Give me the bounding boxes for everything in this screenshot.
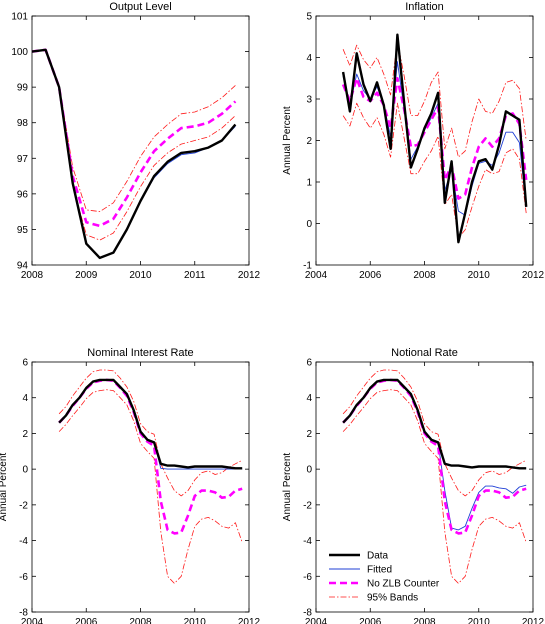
y-axis-label: Annual Percent (0, 453, 9, 522)
legend-label: No ZLB Counter (367, 579, 440, 590)
series-line-data-0 (32, 48, 237, 260)
y-tick-label: -6 (303, 572, 312, 583)
y-tick-label: 2 (22, 429, 28, 440)
y-tick-label: -6 (19, 572, 28, 583)
y-tick-label: 2 (306, 429, 312, 440)
legend-label: Data (367, 551, 389, 562)
series-line-data-0 (341, 33, 528, 244)
series-line-fitted-1 (32, 49, 236, 259)
y-tick-label: 4 (306, 53, 312, 64)
y-tick-label: 1 (306, 178, 312, 189)
x-tick-label: 2008 (413, 270, 436, 281)
x-tick-label: 2006 (359, 270, 382, 281)
y-tick-label: 2 (306, 136, 312, 147)
y-tick-label: 4 (22, 393, 28, 404)
y-tick-label: -8 (19, 608, 28, 619)
y-tick-label: 101 (11, 12, 28, 23)
series-line-no-zlb-2 (32, 48, 237, 228)
series-line-fitted-1 (58, 379, 243, 470)
series-line-bands-4 (342, 102, 527, 239)
x-tick-label: 2008 (21, 270, 44, 281)
series-line-no-zlb-2 (58, 378, 243, 535)
y-tick-label: -2 (19, 500, 28, 511)
chart-panel-3: Nominal Interest Rate Annual Percent 2004 2… (0, 347, 261, 624)
chart-title: Nominal Interest Rate (87, 347, 193, 359)
y-tick-label: 94 (17, 261, 29, 272)
x-tick-label: 2004 (21, 617, 44, 624)
x-tick-label: 2006 (75, 617, 98, 624)
series-line-bands-4 (342, 389, 527, 584)
x-tick-label: 2006 (359, 617, 382, 624)
y-tick-label: 5 (306, 12, 312, 23)
x-tick-label: 2010 (184, 617, 207, 624)
x-tick-label: 2012 (522, 270, 545, 281)
chart-title: Notional Rate (391, 347, 458, 359)
series-line-no-zlb-2 (341, 77, 528, 200)
x-tick-label: 2008 (413, 617, 436, 624)
y-tick-label: -4 (19, 536, 28, 547)
legend: Data Fitted No ZLB Counter 95% Bands (324, 546, 446, 604)
series-line-fitted-1 (342, 379, 527, 531)
series-line-no-zlb-2 (342, 378, 527, 535)
chart-panel-4: Notional Rate Annual Percent 2004 2006 2008 2… (282, 347, 545, 624)
series-line-data-0 (58, 378, 243, 470)
chart-title: Output Level (109, 1, 171, 13)
y-tick-label: 0 (22, 465, 28, 476)
plot-frame (31, 361, 250, 613)
y-axis-label: Annual Percent (282, 106, 293, 175)
y-tick-label: 100 (11, 47, 28, 58)
series-line-data-0 (342, 378, 527, 470)
y-tick-label: -4 (303, 536, 312, 547)
x-tick-label: 2010 (468, 617, 491, 624)
x-tick-label: 2012 (522, 617, 545, 624)
plot-frame (31, 15, 250, 266)
y-tick-label: 0 (306, 219, 312, 230)
y-tick-label: 6 (306, 358, 312, 369)
x-tick-label: 2011 (184, 270, 206, 281)
y-tick-label: 95 (17, 225, 29, 236)
y-tick-label: 96 (17, 189, 29, 200)
legend-label: 95% Bands (367, 593, 418, 604)
chart-panel-2: Inflation Annual Percent 2004 2006 2008 2010 2… (282, 1, 545, 281)
x-tick-label: 2009 (75, 270, 98, 281)
x-tick-label: 2012 (238, 270, 261, 281)
x-tick-label: 2012 (238, 617, 261, 624)
y-tick-label: 0 (306, 465, 312, 476)
y-tick-label: -2 (303, 500, 312, 511)
chart-panel-1: Output Level 2008 2009 2010 2011 2012 94 95 96 97… (11, 1, 260, 281)
series-line-bands-4 (32, 49, 236, 241)
y-tick-label: -8 (303, 608, 312, 619)
y-tick-label: 4 (306, 393, 312, 404)
x-tick-label: 2004 (305, 270, 328, 281)
y-tick-label: 99 (17, 83, 29, 94)
x-tick-label: 2008 (129, 617, 152, 624)
x-tick-label: 2010 (129, 270, 152, 281)
series-line-bands-3 (342, 369, 527, 497)
series-line-bands-3 (342, 40, 527, 158)
chart-title: Inflation (405, 1, 444, 13)
y-tick-label: 98 (17, 118, 29, 129)
legend-label: Fitted (367, 565, 392, 576)
y-tick-label: -1 (303, 261, 312, 272)
y-tick-label: 97 (17, 154, 29, 165)
x-tick-label: 2004 (305, 617, 328, 624)
y-axis-label: Annual Percent (282, 453, 293, 522)
y-tick-label: 3 (306, 95, 312, 106)
y-tick-label: 6 (22, 358, 28, 369)
series-line-bands-4 (58, 389, 243, 584)
x-tick-label: 2010 (468, 270, 491, 281)
series-line-bands-3 (58, 369, 243, 497)
